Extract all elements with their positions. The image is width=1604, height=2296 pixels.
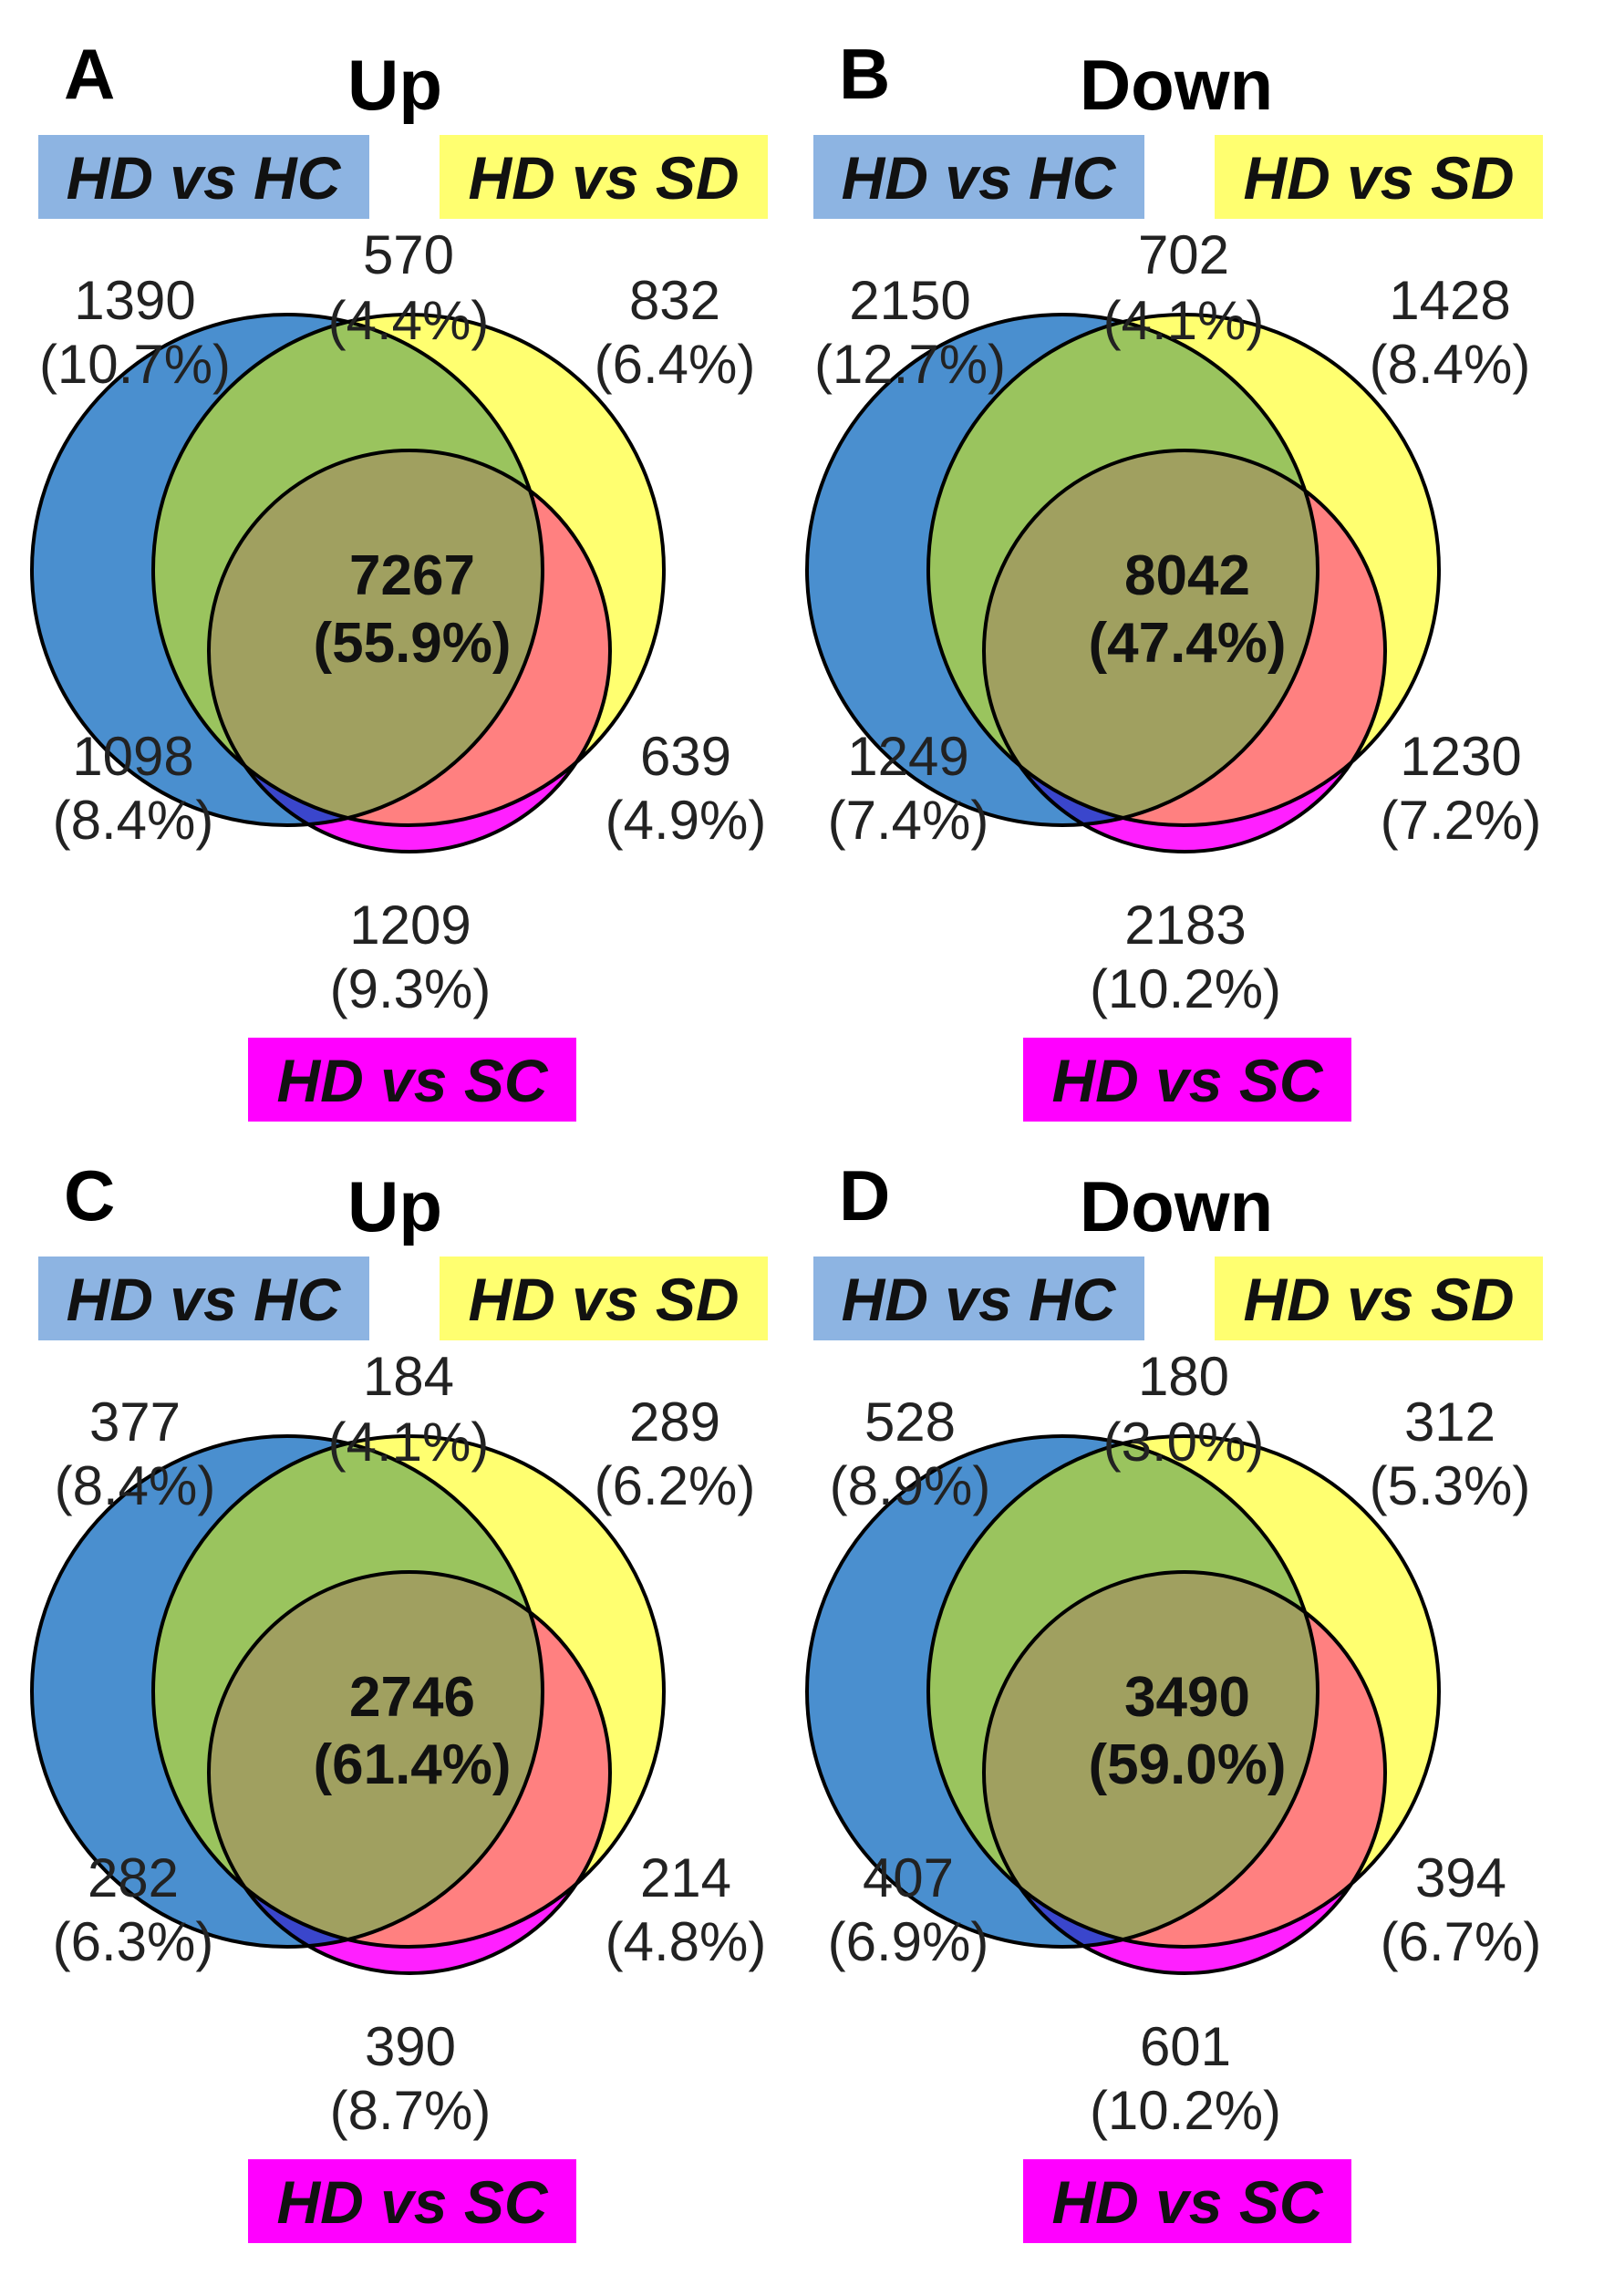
venn-diagram	[805, 1434, 1441, 1975]
count-sd-sc: 214	[640, 1847, 731, 1908]
label-box-sc	[1023, 1038, 1351, 1122]
label-hd-vs-sc: HD vs SC	[1051, 2168, 1323, 2236]
pct-center: (59.0%)	[1088, 1733, 1286, 1796]
pct-hc-only: (12.7%)	[814, 334, 1006, 395]
pct-sd-sc: (6.7%)	[1381, 1911, 1542, 1972]
pct-sd-only: (6.4%)	[595, 334, 756, 395]
count-hc-sc: 407	[863, 1847, 954, 1908]
count-center: 8042	[1124, 544, 1250, 607]
label-hd-vs-sc: HD vs SC	[276, 1047, 548, 1114]
count-hc-only: 377	[89, 1391, 181, 1453]
count-center: 7267	[349, 544, 475, 607]
pct-hc-sd: (4.1%)	[1103, 290, 1265, 351]
pct-hc-only: (8.4%)	[55, 1455, 216, 1516]
count-hc-only: 1390	[74, 270, 195, 331]
pct-sd-only: (8.4%)	[1370, 334, 1531, 395]
panel-letter: A	[64, 34, 115, 114]
label-box-hc	[813, 135, 1144, 219]
pct-hc-sd: (4.1%)	[328, 1412, 490, 1473]
panel-title: Up	[347, 1166, 442, 1246]
count-hc-sd: 184	[363, 1346, 454, 1407]
venn-panel-d: D Down HD vs HC HD vs SD HD vs SC 528(8.9%) 18…	[805, 1155, 1543, 2243]
label-box-sd	[1215, 135, 1543, 219]
pct-center: (47.4%)	[1088, 612, 1286, 675]
pct-sd-sc: (4.8%)	[605, 1911, 767, 1972]
pct-center: (61.4%)	[313, 1733, 511, 1796]
count-sc-only: 390	[365, 2016, 456, 2077]
pct-hc-sd: (3.0%)	[1103, 1412, 1265, 1473]
pct-sc-only: (10.2%)	[1090, 2080, 1281, 2141]
pct-sd-sc: (7.2%)	[1381, 790, 1542, 851]
label-hd-vs-hc: HD vs HC	[842, 144, 1117, 212]
count-sc-only: 1209	[349, 895, 471, 956]
panel-title: Down	[1080, 45, 1273, 125]
label-hd-vs-sd: HD vs SD	[1243, 1266, 1514, 1333]
venn-diagram	[805, 313, 1441, 853]
pct-center: (55.9%)	[313, 612, 511, 675]
pct-hc-sc: (6.9%)	[828, 1911, 989, 1972]
panel-letter: B	[839, 34, 890, 114]
label-box-sd	[1215, 1257, 1543, 1340]
panel-letter: D	[839, 1155, 890, 1236]
count-sc-only: 601	[1140, 2016, 1231, 2077]
count-hc-sd: 702	[1138, 224, 1229, 285]
pct-hc-sd: (4.4%)	[328, 290, 490, 351]
label-hd-vs-sc: HD vs SC	[276, 2168, 548, 2236]
count-hc-sd: 570	[363, 224, 454, 285]
count-hc-sc: 1249	[847, 726, 968, 787]
label-hd-vs-sc: HD vs SC	[1051, 1047, 1323, 1114]
count-sd-only: 832	[629, 270, 720, 331]
pct-hc-sc: (8.4%)	[53, 790, 214, 851]
label-hd-vs-hc: HD vs HC	[67, 1266, 342, 1333]
count-sd-only: 289	[629, 1391, 720, 1453]
count-sd-only: 1428	[1389, 270, 1510, 331]
count-sd-sc: 394	[1415, 1847, 1506, 1908]
label-box-hc	[813, 1257, 1144, 1340]
label-box-hc	[38, 135, 369, 219]
count-sd-sc: 639	[640, 726, 731, 787]
count-sd-only: 312	[1404, 1391, 1495, 1453]
panel-title: Down	[1080, 1166, 1273, 1246]
venn-diagram	[30, 1434, 666, 1975]
pct-sd-only: (5.3%)	[1370, 1455, 1531, 1516]
count-sc-only: 2183	[1124, 895, 1246, 956]
label-box-sd	[440, 135, 768, 219]
count-hc-only: 2150	[849, 270, 970, 331]
label-hd-vs-hc: HD vs HC	[842, 1266, 1117, 1333]
count-sd-sc: 1230	[1400, 726, 1521, 787]
count-hc-sc: 282	[88, 1847, 179, 1908]
pct-hc-sc: (7.4%)	[828, 790, 989, 851]
count-hc-only: 528	[864, 1391, 956, 1453]
pct-sd-sc: (4.9%)	[605, 790, 767, 851]
pct-sd-only: (6.2%)	[595, 1455, 756, 1516]
label-box-sc	[1023, 2159, 1351, 2243]
venn-panel-b: B Down HD vs HC HD vs SD HD vs SC 2150(12.7%)…	[805, 34, 1543, 1122]
pct-sc-only: (9.3%)	[330, 958, 492, 1019]
pct-sc-only: (8.7%)	[330, 2080, 492, 2141]
venn-diagram	[30, 313, 666, 853]
pct-hc-only: (10.7%)	[39, 334, 231, 395]
pct-hc-only: (8.9%)	[830, 1455, 991, 1516]
label-box-sd	[440, 1257, 768, 1340]
label-hd-vs-hc: HD vs HC	[67, 144, 342, 212]
pct-hc-sc: (6.3%)	[53, 1911, 214, 1972]
label-hd-vs-sd: HD vs SD	[468, 1266, 739, 1333]
pct-sc-only: (10.2%)	[1090, 958, 1281, 1019]
count-center: 3490	[1124, 1666, 1250, 1729]
count-center: 2746	[349, 1666, 475, 1729]
panel-title: Up	[347, 45, 442, 125]
count-hc-sd: 180	[1138, 1346, 1229, 1407]
label-box-sc	[248, 1038, 576, 1122]
label-hd-vs-sd: HD vs SD	[1243, 144, 1514, 212]
label-box-sc	[248, 2159, 576, 2243]
count-hc-sc: 1098	[72, 726, 193, 787]
panel-letter: C	[64, 1155, 115, 1236]
label-box-hc	[38, 1257, 369, 1340]
label-hd-vs-sd: HD vs SD	[468, 144, 739, 212]
